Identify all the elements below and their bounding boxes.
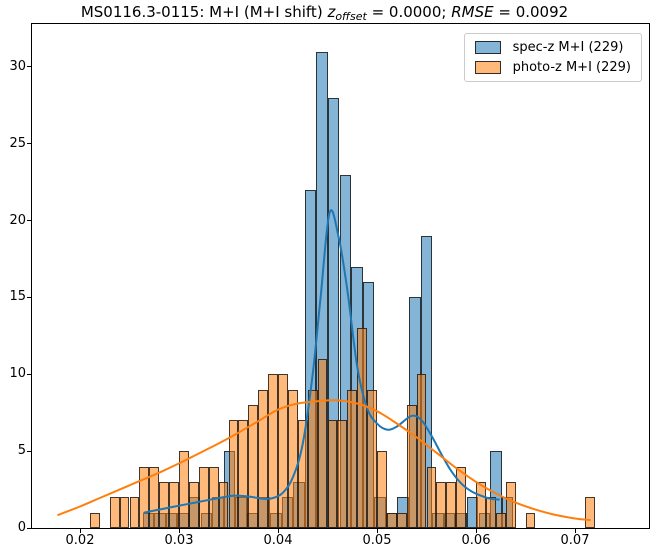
photo-z-hist-bar [446, 481, 457, 528]
photo-z-hist-bar [297, 420, 308, 528]
photo-z-hist-bar [287, 389, 298, 528]
photo-z-hist-bar [129, 497, 140, 528]
chart-title: MS0116.3-0115: M+I (M+I shift) zoffset =… [16, 3, 633, 23]
y-tick-label: 15 [9, 289, 26, 305]
photo-z-hist-bar [258, 389, 269, 528]
photo-z-hist-bar [159, 481, 170, 528]
photo-z-hist-bar [337, 420, 348, 528]
photo-z-hist-bar [188, 481, 199, 528]
x-tick-mark [277, 529, 279, 533]
x-tick-mark [178, 529, 180, 533]
title-text: MS0116.3-0115: M+I (M+I shift) [80, 3, 328, 21]
photo-z-hist-bar [416, 374, 427, 528]
photo-z-hist-bar [386, 512, 397, 528]
photo-z-hist-bar [436, 481, 447, 528]
y-tick-label: 5 [17, 443, 26, 459]
y-tick-label: 25 [9, 135, 26, 151]
photo-z-hist-bar [347, 389, 358, 528]
y-tick-mark [27, 373, 31, 375]
photo-z-hist-bar [396, 512, 407, 528]
x-tick-mark [79, 529, 81, 533]
photo-z-hist-bar [268, 374, 278, 528]
photo-z-hist-bar [179, 451, 189, 528]
spec-z-swatch [474, 41, 501, 54]
y-tick-mark [27, 143, 31, 145]
title-z-variable: z [327, 3, 336, 21]
photo-z-hist-bar [357, 328, 368, 528]
legend: spec-z M+I (229) photo-z M+I (229) [463, 33, 642, 82]
title-rmse-value: = 0.0092 [493, 3, 569, 21]
photo-z-bars-layer [32, 24, 649, 528]
photo-z-hist-bar [406, 405, 417, 528]
y-tick-mark [27, 66, 31, 68]
photo-z-hist-bar [485, 497, 496, 528]
plot-area: spec-z M+I (229) photo-z M+I (229) [31, 23, 650, 529]
x-tick-label: 0.02 [65, 533, 95, 548]
photo-z-hist-bar [377, 451, 387, 528]
photo-z-hist-bar [278, 374, 288, 528]
photo-z-hist-bar [228, 420, 239, 528]
photo-z-hist-bar [89, 512, 100, 528]
y-tick-label: 10 [9, 366, 26, 382]
y-tick-label: 0 [17, 520, 26, 535]
y-tick-mark [27, 527, 31, 529]
photo-z-hist-bar [139, 466, 150, 528]
photo-z-hist-bar [476, 481, 486, 528]
x-tick-label: 0.03 [164, 533, 194, 548]
photo-z-hist-bar [307, 389, 318, 528]
x-tick-mark [574, 529, 576, 533]
title-zoffset-value: = 0.0000; [366, 3, 452, 21]
photo-z-hist-bar [495, 512, 506, 528]
photo-z-hist-bar [149, 466, 160, 528]
y-tick-mark [27, 220, 31, 222]
legend-item-photo-z: photo-z M+I (229) [474, 60, 631, 75]
photo-z-hist-bar [426, 466, 437, 528]
x-tick-mark [475, 529, 477, 533]
photo-z-hist-bar [169, 481, 179, 528]
photo-z-hist-bar [109, 497, 120, 528]
photo-z-hist-bar [317, 358, 328, 528]
photo-z-hist-bar [238, 420, 249, 528]
x-tick-label: 0.07 [560, 533, 590, 548]
photo-z-hist-bar [367, 389, 377, 528]
photo-z-hist-bar [248, 405, 259, 528]
legend-label-photo-z: photo-z M+I (229) [512, 60, 631, 75]
x-tick-label: 0.04 [263, 533, 293, 548]
photo-z-hist-bar [584, 497, 595, 528]
photo-z-hist-bar [218, 481, 229, 528]
y-tick-mark [27, 450, 31, 452]
photo-z-hist-bar [327, 420, 338, 528]
title-z-subscript: offset [335, 10, 367, 23]
photo-z-swatch [474, 61, 501, 74]
x-tick-label: 0.05 [362, 533, 392, 548]
photo-z-hist-bar [208, 466, 219, 528]
photo-z-hist-bar [525, 512, 536, 528]
x-tick-label: 0.06 [461, 533, 491, 548]
photo-z-hist-bar [456, 466, 467, 528]
x-tick-mark [376, 529, 378, 533]
y-tick-mark [27, 296, 31, 298]
y-tick-label: 20 [9, 212, 26, 228]
legend-item-spec-z: spec-z M+I (229) [474, 40, 631, 55]
legend-label-spec-z: spec-z M+I (229) [512, 40, 624, 55]
photo-z-hist-bar [119, 497, 130, 528]
photo-z-hist-bar [198, 466, 209, 528]
y-tick-label: 30 [9, 58, 26, 74]
photo-z-hist-bar [505, 481, 516, 528]
title-rmse-variable: RMSE [451, 3, 494, 21]
